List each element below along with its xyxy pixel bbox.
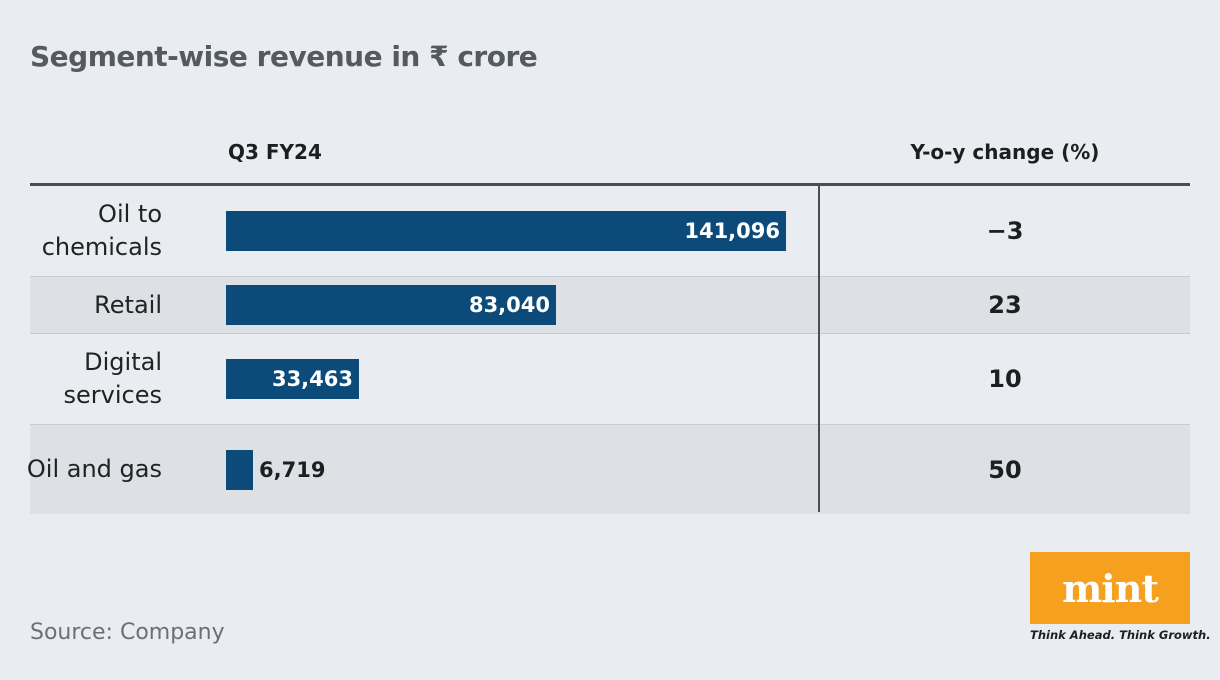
yoy-change-value: −3 [986, 217, 1024, 245]
column-divider [818, 186, 820, 512]
table-row: Retail 83,040 23 [30, 277, 1190, 334]
table-row: Digital services 33,463 10 [30, 334, 1190, 425]
table-row: Oil to chemicals 141,096 −3 [30, 186, 1190, 277]
category-label: Oil to chemicals [41, 200, 162, 261]
logo-wordmark: mint [1062, 565, 1159, 611]
logo-tagline: Think Ahead. Think Growth. [1030, 628, 1211, 642]
header-rule [30, 183, 1190, 186]
mint-logo: mint [1030, 552, 1190, 624]
bar [226, 359, 359, 399]
bar [226, 449, 253, 490]
value-column-header: Q3 FY24 [228, 140, 322, 164]
yoy-change-value: 50 [988, 455, 1022, 484]
category-label: Retail [94, 290, 162, 319]
category-label: Digital services [63, 348, 162, 409]
bar-value-label: 141,096 [684, 219, 780, 243]
yoy-column-header: Y-o-y change (%) [910, 140, 1100, 164]
bar [226, 211, 786, 251]
bar-value-label: 6,719 [259, 457, 326, 482]
source-note: Source: Company [30, 620, 225, 645]
bar-value-label: 83,040 [468, 293, 550, 317]
chart-title: Segment-wise revenue in ₹ crore [30, 40, 538, 73]
yoy-change-value: 23 [988, 291, 1022, 319]
chart-rows: Oil to chemicals 141,096 −3 Retail 83,040 23 D… [27, 186, 1190, 514]
category-label: Oil and gas [26, 455, 162, 483]
bar [226, 285, 556, 325]
table-row: Oil and gas 6,719 50 [27, 425, 1190, 514]
bar-value-label: 33,463 [271, 367, 353, 391]
yoy-change-value: 10 [988, 365, 1022, 393]
